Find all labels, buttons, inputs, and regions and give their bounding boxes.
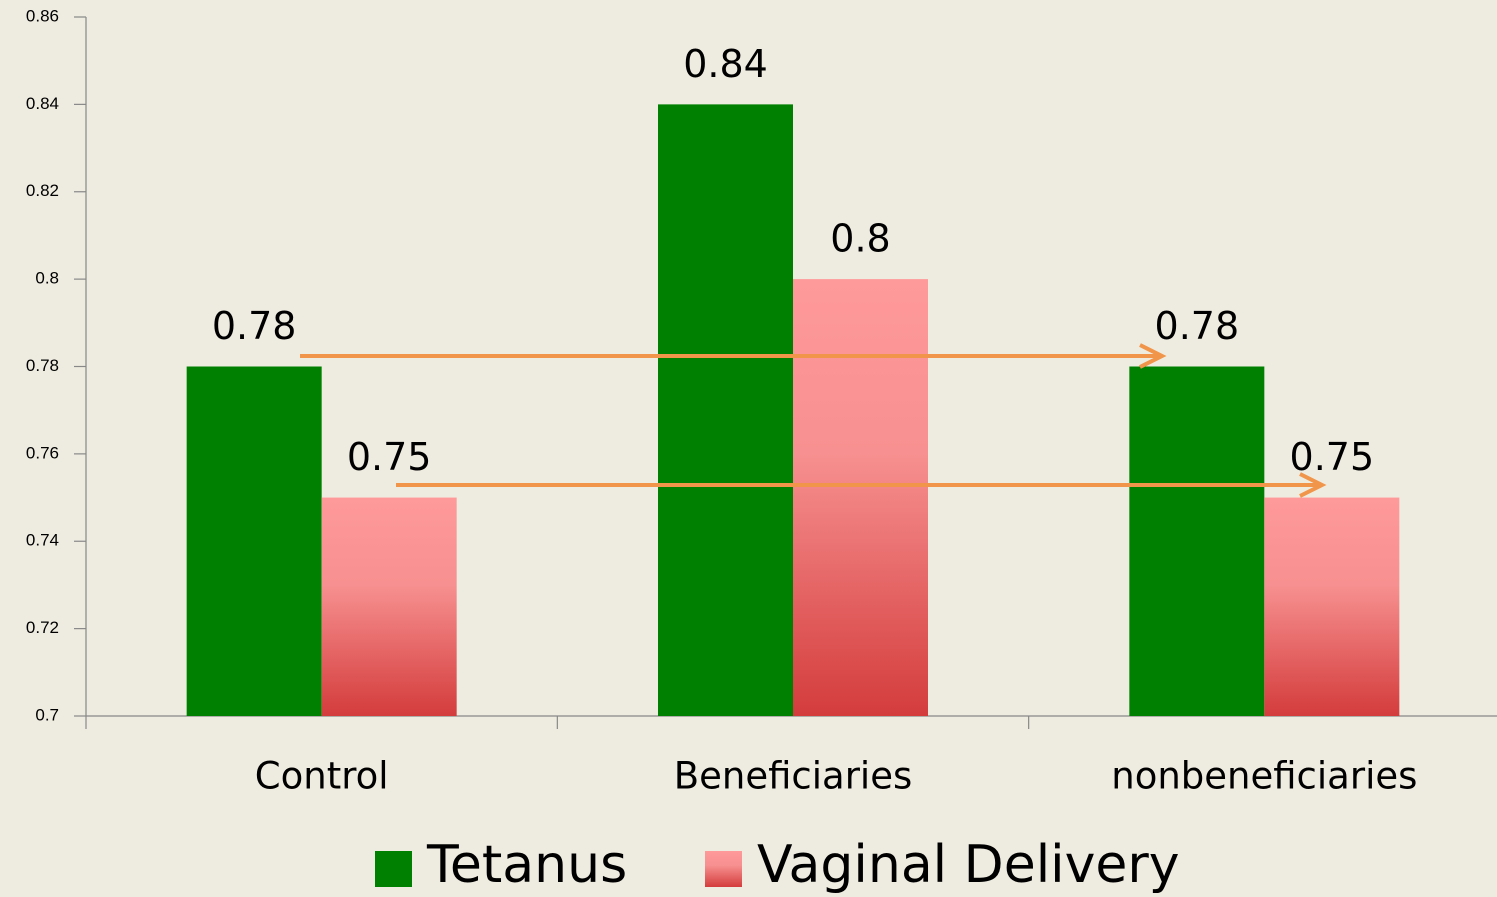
y-tick-label: 0.78 [26, 356, 59, 375]
value-label: 0.8 [830, 217, 890, 261]
y-tick-label: 0.8 [35, 269, 59, 288]
value-label: 0.75 [347, 435, 432, 479]
y-tick-label: 0.82 [26, 181, 59, 200]
y-tick-label: 0.84 [26, 94, 59, 113]
value-label: 0.84 [683, 42, 768, 86]
bar [186, 366, 322, 716]
x-tick-label: Beneficiaries [674, 755, 913, 798]
bar [658, 104, 793, 716]
bar [1129, 366, 1265, 716]
bar [1264, 497, 1400, 716]
value-label: 0.78 [212, 304, 297, 348]
arrow-head [1139, 343, 1167, 369]
y-tick-label: 0.76 [26, 443, 59, 462]
y-tick-label: 0.7 [35, 705, 59, 724]
bar [321, 497, 457, 716]
value-label: 0.78 [1155, 304, 1240, 348]
legend-swatch [375, 851, 412, 887]
legend-label: Tetanus [426, 835, 627, 895]
arrow-head [1299, 472, 1327, 498]
y-tick-label: 0.74 [26, 531, 59, 550]
bar [793, 279, 928, 716]
y-tick-label: 0.72 [26, 618, 59, 637]
y-tick-label: 0.86 [26, 6, 59, 25]
legend-label: Vaginal Delivery [757, 835, 1180, 895]
legend-swatch [705, 851, 742, 887]
value-label: 0.75 [1290, 435, 1375, 479]
x-tick-label: Control [255, 755, 389, 798]
x-tick-label: nonbeneficiaries [1111, 755, 1417, 798]
